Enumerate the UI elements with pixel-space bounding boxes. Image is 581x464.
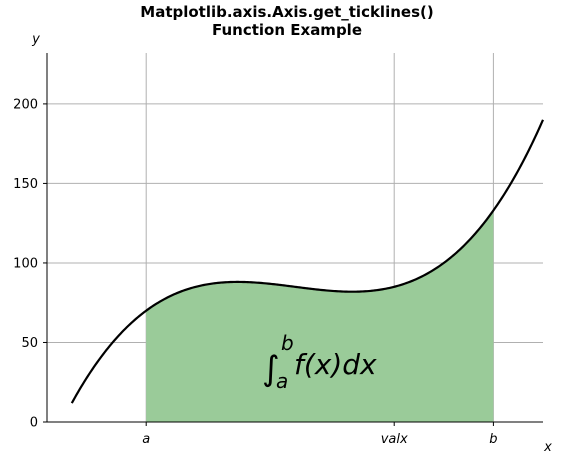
chart-title-line-2: Function Example xyxy=(212,21,362,39)
x-tick-label: valx xyxy=(381,432,408,447)
y-tick-label: 150 xyxy=(13,177,38,192)
integral-fill-area xyxy=(146,210,494,422)
integrand-text: f(x)dx xyxy=(294,348,377,381)
integral-upper-limit: b xyxy=(281,331,294,355)
grid-lines xyxy=(47,53,543,423)
chart-title-line-1: Matplotlib.axis.Axis.get_ticklines() xyxy=(140,3,433,21)
x-tick-label: b xyxy=(489,432,497,447)
x-ticks: a valx b xyxy=(142,422,498,447)
integral-sign: ∫ xyxy=(262,349,280,389)
function-curve xyxy=(70,119,545,404)
x-axis-label: x xyxy=(543,440,552,455)
y-ticks: 0 50 100 150 200 xyxy=(13,97,47,431)
x-tick-label: a xyxy=(142,432,150,447)
y-tick-label: 0 xyxy=(30,416,38,431)
y-tick-label: 50 xyxy=(21,336,38,351)
y-tick-label: 200 xyxy=(13,97,38,112)
y-axis-label: y xyxy=(31,32,40,47)
integral-lower-limit: a xyxy=(276,369,288,393)
integral-annotation: ∫ b a f(x)dx xyxy=(262,331,377,393)
y-tick-label: 100 xyxy=(13,256,38,271)
